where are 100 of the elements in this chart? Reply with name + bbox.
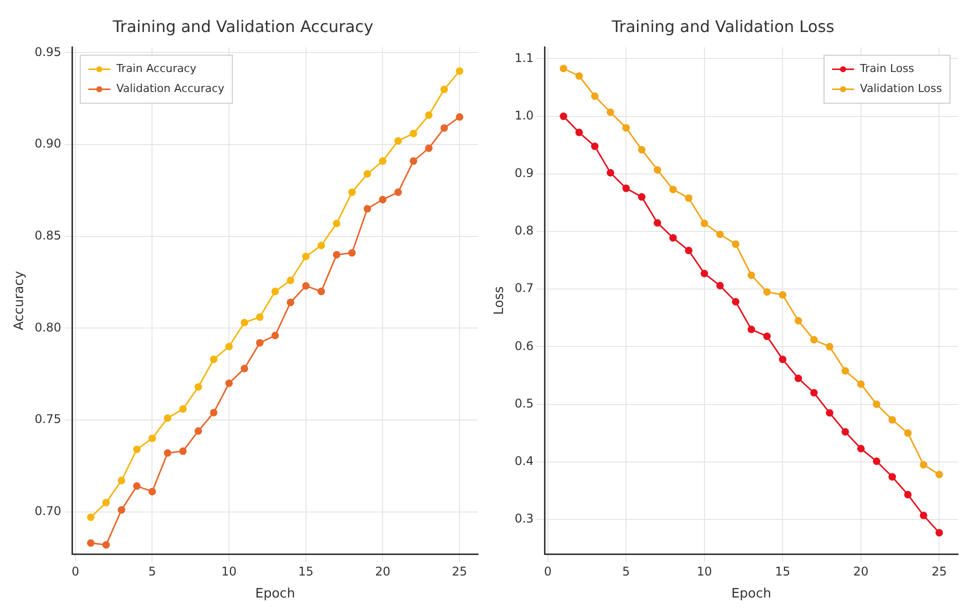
point [210,408,218,416]
point [560,112,568,120]
point [87,539,95,547]
point [857,380,865,388]
x-axis-title: Epoch [255,586,296,602]
y-tick-label: 0.7 [514,281,534,296]
legend-label: Train Loss [859,62,914,76]
x-axis-title: Epoch [731,586,772,602]
point [763,332,771,340]
y-axis-title: Loss [492,286,508,315]
point [394,137,402,145]
point [194,427,202,435]
point [732,298,740,306]
point [669,186,677,194]
y-tick-label: 0.5 [514,396,534,410]
point [118,506,126,514]
point [684,246,692,254]
legend-label: Validation Accuracy [116,82,225,96]
y-tick-label: 0.80 [34,320,62,334]
point [654,166,662,174]
point [302,282,310,290]
point [225,342,233,350]
x-tick-label: 0 [72,564,80,578]
point [348,188,356,196]
y-tick-label: 0.4 [514,454,534,468]
y-tick-label: 1.0 [514,108,534,122]
point [935,470,943,478]
point [256,339,264,347]
point [654,219,662,227]
point [872,400,880,408]
legend-label: Train Accuracy [115,62,197,76]
x-tick-label: 0 [544,564,552,578]
point [826,409,834,417]
y-tick-label: 0.3 [514,512,534,526]
point [732,240,740,248]
point [318,288,326,296]
point [794,374,802,382]
y-tick-label: 0.6 [514,338,534,353]
point [560,64,568,72]
y-tick-label: 0.9 [514,166,534,180]
chart-title: Training and Validation Accuracy [112,16,374,36]
point [240,364,248,372]
x-tick-label: 20 [375,564,390,578]
point [164,414,172,422]
y-tick-label: 0.75 [34,412,62,426]
point [638,193,646,201]
x-tick-label: 20 [853,564,869,578]
legend-label: Validation Loss [860,82,942,96]
y-tick-label: 0.70 [34,504,62,518]
point [348,249,356,257]
point [364,170,372,178]
point [842,367,850,375]
point [179,447,187,455]
y-tick-label: 0.8 [514,224,534,238]
point [669,234,677,242]
point [810,388,818,396]
point [194,383,202,391]
point [638,146,646,154]
point [748,272,756,280]
point [575,72,583,80]
point [102,498,110,506]
point [378,157,386,165]
point [364,205,372,213]
point [591,92,599,100]
point [920,460,928,468]
point [700,270,708,278]
point [302,252,310,260]
point [286,276,294,284]
point [456,113,464,121]
point [271,332,279,340]
x-tick-label: 15 [298,564,314,578]
point [164,449,172,457]
point [606,108,614,116]
point [332,250,340,258]
point [148,488,156,496]
point [440,124,448,132]
point [794,317,802,325]
point [622,184,630,192]
point [133,446,141,454]
point [118,476,126,484]
point [271,288,279,296]
point [332,220,340,228]
point [810,336,818,344]
point [318,242,326,250]
point [286,298,294,306]
point [857,444,865,452]
point [904,490,912,498]
y-tick-label: 0.85 [34,228,62,242]
point [935,528,943,536]
point [210,356,218,364]
point [622,124,630,132]
point [148,434,156,442]
point [456,67,464,75]
point [87,514,95,522]
x-tick-label: 10 [221,564,237,578]
x-tick-label: 5 [148,564,156,578]
point [102,541,110,549]
point [778,356,786,364]
point [716,282,724,290]
point [748,326,756,334]
